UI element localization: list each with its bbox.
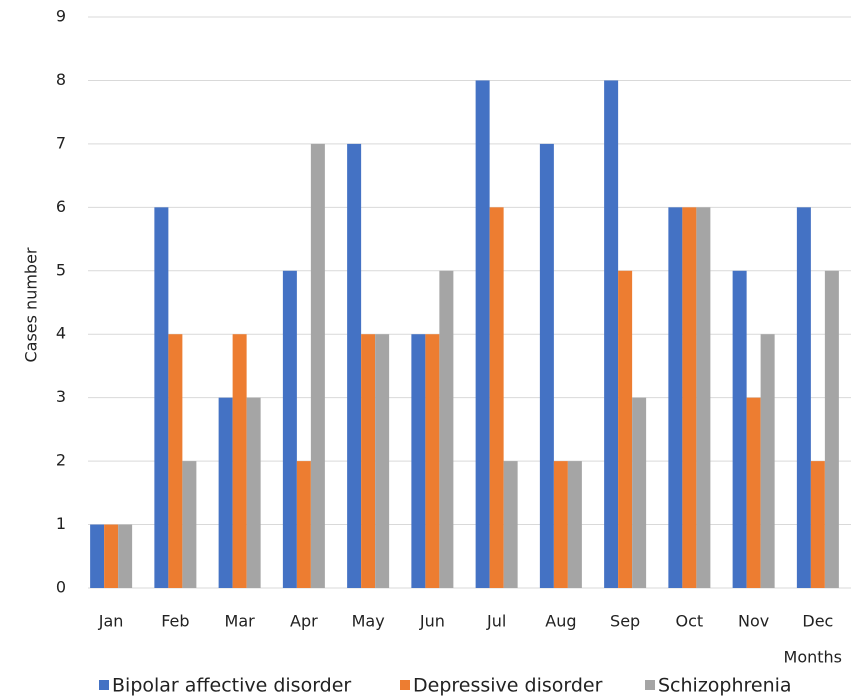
x-tick-label: Oct (676, 612, 704, 631)
bar (682, 207, 697, 589)
legend-label: Depressive disorder (413, 675, 603, 697)
x-tick-label: Jul (486, 612, 506, 631)
bar (439, 270, 454, 588)
bar (696, 207, 711, 589)
x-tick-label: Aug (545, 612, 576, 631)
bar (232, 334, 247, 588)
bar (604, 80, 619, 588)
y-tick-label: 6 (56, 197, 66, 216)
legend-swatch (645, 680, 655, 690)
y-tick-label: 0 (56, 578, 66, 597)
bar (347, 143, 362, 588)
y-tick-label: 2 (56, 451, 66, 470)
x-axis-label: Months (784, 648, 842, 667)
bar (632, 397, 647, 588)
bar (90, 524, 105, 588)
legend-swatch (400, 680, 410, 690)
bar (553, 461, 568, 588)
x-tick-label: Nov (738, 612, 769, 631)
bar (618, 270, 633, 588)
y-axis-label: Cases number (22, 247, 41, 362)
bar (824, 270, 839, 588)
y-tick-label: 3 (56, 387, 66, 406)
bar (218, 397, 233, 588)
y-tick-label: 7 (56, 133, 66, 152)
bar (668, 207, 683, 589)
bar (246, 397, 261, 588)
bar (296, 461, 311, 588)
legend-label: Schizophrenia (658, 675, 792, 697)
x-tick-label: Dec (802, 612, 833, 631)
x-tick-label: Jun (419, 612, 445, 631)
bar (182, 461, 197, 588)
bar (361, 334, 376, 588)
x-tick-label: Feb (161, 612, 189, 631)
bar (310, 143, 325, 588)
bar (154, 207, 169, 589)
y-tick-label: 4 (56, 324, 66, 343)
bar (411, 334, 426, 588)
y-tick-label: 5 (56, 260, 66, 279)
bar (567, 461, 582, 588)
bar (503, 461, 518, 588)
bar (425, 334, 440, 588)
bar (746, 397, 761, 588)
bar (475, 80, 490, 588)
bar (810, 461, 825, 588)
bar (732, 270, 747, 588)
bar (375, 334, 390, 588)
x-tick-label: Apr (290, 612, 318, 631)
bar (168, 334, 183, 588)
bar (796, 207, 811, 589)
legend-swatch (99, 680, 109, 690)
bar (489, 207, 504, 589)
legend-label: Bipolar affective disorder (112, 675, 351, 697)
bar (104, 524, 119, 588)
bar (760, 334, 775, 588)
x-tick-label: Jan (98, 612, 124, 631)
bar (539, 143, 554, 588)
y-tick-label: 8 (56, 70, 66, 89)
x-tick-label: Sep (610, 612, 640, 631)
x-tick-label: May (352, 612, 385, 631)
y-tick-label: 9 (56, 7, 66, 26)
bar (282, 270, 297, 588)
bar (118, 524, 133, 588)
y-tick-label: 1 (56, 514, 66, 533)
x-tick-label: Mar (225, 612, 256, 631)
